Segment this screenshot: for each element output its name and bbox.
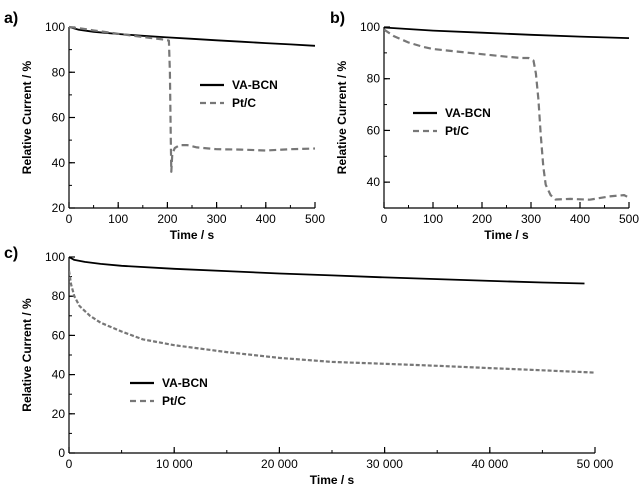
y-tick-label: 40 — [52, 368, 66, 382]
x-tick-label: 0 — [66, 212, 73, 226]
y-tick-label: 60 — [367, 123, 381, 137]
y-tick-label: 80 — [52, 289, 66, 303]
y-tick-label: 80 — [52, 65, 66, 79]
x-tick-label: 10 000 — [156, 457, 193, 471]
series-line-pt-c — [69, 25, 316, 173]
y-axis-title: Relative Current / % — [20, 298, 34, 412]
x-tick-label: 200 — [157, 212, 177, 226]
y-tick-label: 100 — [45, 250, 65, 264]
panel-a: a) 0 100 200 300 400 500 20 40 60 80 100 Time / s Rel… — [4, 10, 325, 242]
x-tick-label: 50 000 — [577, 457, 614, 471]
x-tick-label: 300 — [207, 212, 227, 226]
legend-label-va-bcn: VA-BCN — [162, 376, 208, 390]
legend-label-pt-c: Pt/C — [162, 394, 186, 408]
panel-label: b) — [330, 10, 345, 27]
x-tick-label: 100 — [108, 212, 128, 226]
panel-b: b) 0 100 200 300 400 500 40 60 80 100 Time / s Relat… — [330, 10, 639, 242]
panel-label: c) — [4, 245, 18, 262]
y-tick-label: 20 — [52, 201, 66, 215]
series-line-pt-c — [384, 28, 630, 201]
y-axis-title: Relative Current / % — [20, 60, 34, 174]
y-tick-label: 40 — [367, 175, 381, 189]
x-tick-label: 30 000 — [366, 457, 403, 471]
x-tick-label: 0 — [381, 212, 388, 226]
x-axis-title: Time / s — [170, 228, 215, 242]
x-tick-label: 40 000 — [471, 457, 508, 471]
x-tick-label: 500 — [305, 212, 325, 226]
x-tick-label: 0 — [66, 457, 73, 471]
y-tick-label: 20 — [52, 407, 66, 421]
y-tick-label: 0 — [58, 446, 65, 460]
x-tick-label: 500 — [619, 212, 639, 226]
x-axis-title: Time / s — [310, 473, 355, 487]
x-axis-title: Time / s — [484, 228, 529, 242]
x-tick-label: 400 — [256, 212, 276, 226]
series-line-pt-c — [69, 270, 596, 374]
x-tick-label: 300 — [521, 212, 541, 226]
y-tick-label: 100 — [360, 20, 380, 34]
y-tick-label: 80 — [367, 72, 381, 86]
legend-label-va-bcn: VA-BCN — [445, 106, 491, 120]
y-tick-label: 60 — [52, 111, 66, 125]
x-tick-label: 400 — [570, 212, 590, 226]
series-line-va-bcn — [384, 26, 630, 39]
legend-label-va-bcn: VA-BCN — [232, 78, 278, 92]
y-tick-label: 100 — [45, 20, 65, 34]
x-tick-label: 20 000 — [261, 457, 298, 471]
legend-label-pt-c: Pt/C — [445, 124, 469, 138]
y-tick-label: 60 — [52, 328, 66, 342]
y-tick-label: 40 — [52, 156, 66, 170]
panel-c: c) 0 10 000 20 000 30 000 40 000 50 000 0 20 40 60… — [4, 245, 614, 487]
x-tick-label: 100 — [423, 212, 443, 226]
x-tick-label: 200 — [472, 212, 492, 226]
series-line-va-bcn — [69, 26, 316, 47]
y-axis-title: Relative Current / % — [335, 60, 349, 174]
legend-label-pt-c: Pt/C — [232, 96, 256, 110]
panel-label: a) — [4, 10, 18, 27]
series-line-va-bcn — [69, 256, 585, 285]
